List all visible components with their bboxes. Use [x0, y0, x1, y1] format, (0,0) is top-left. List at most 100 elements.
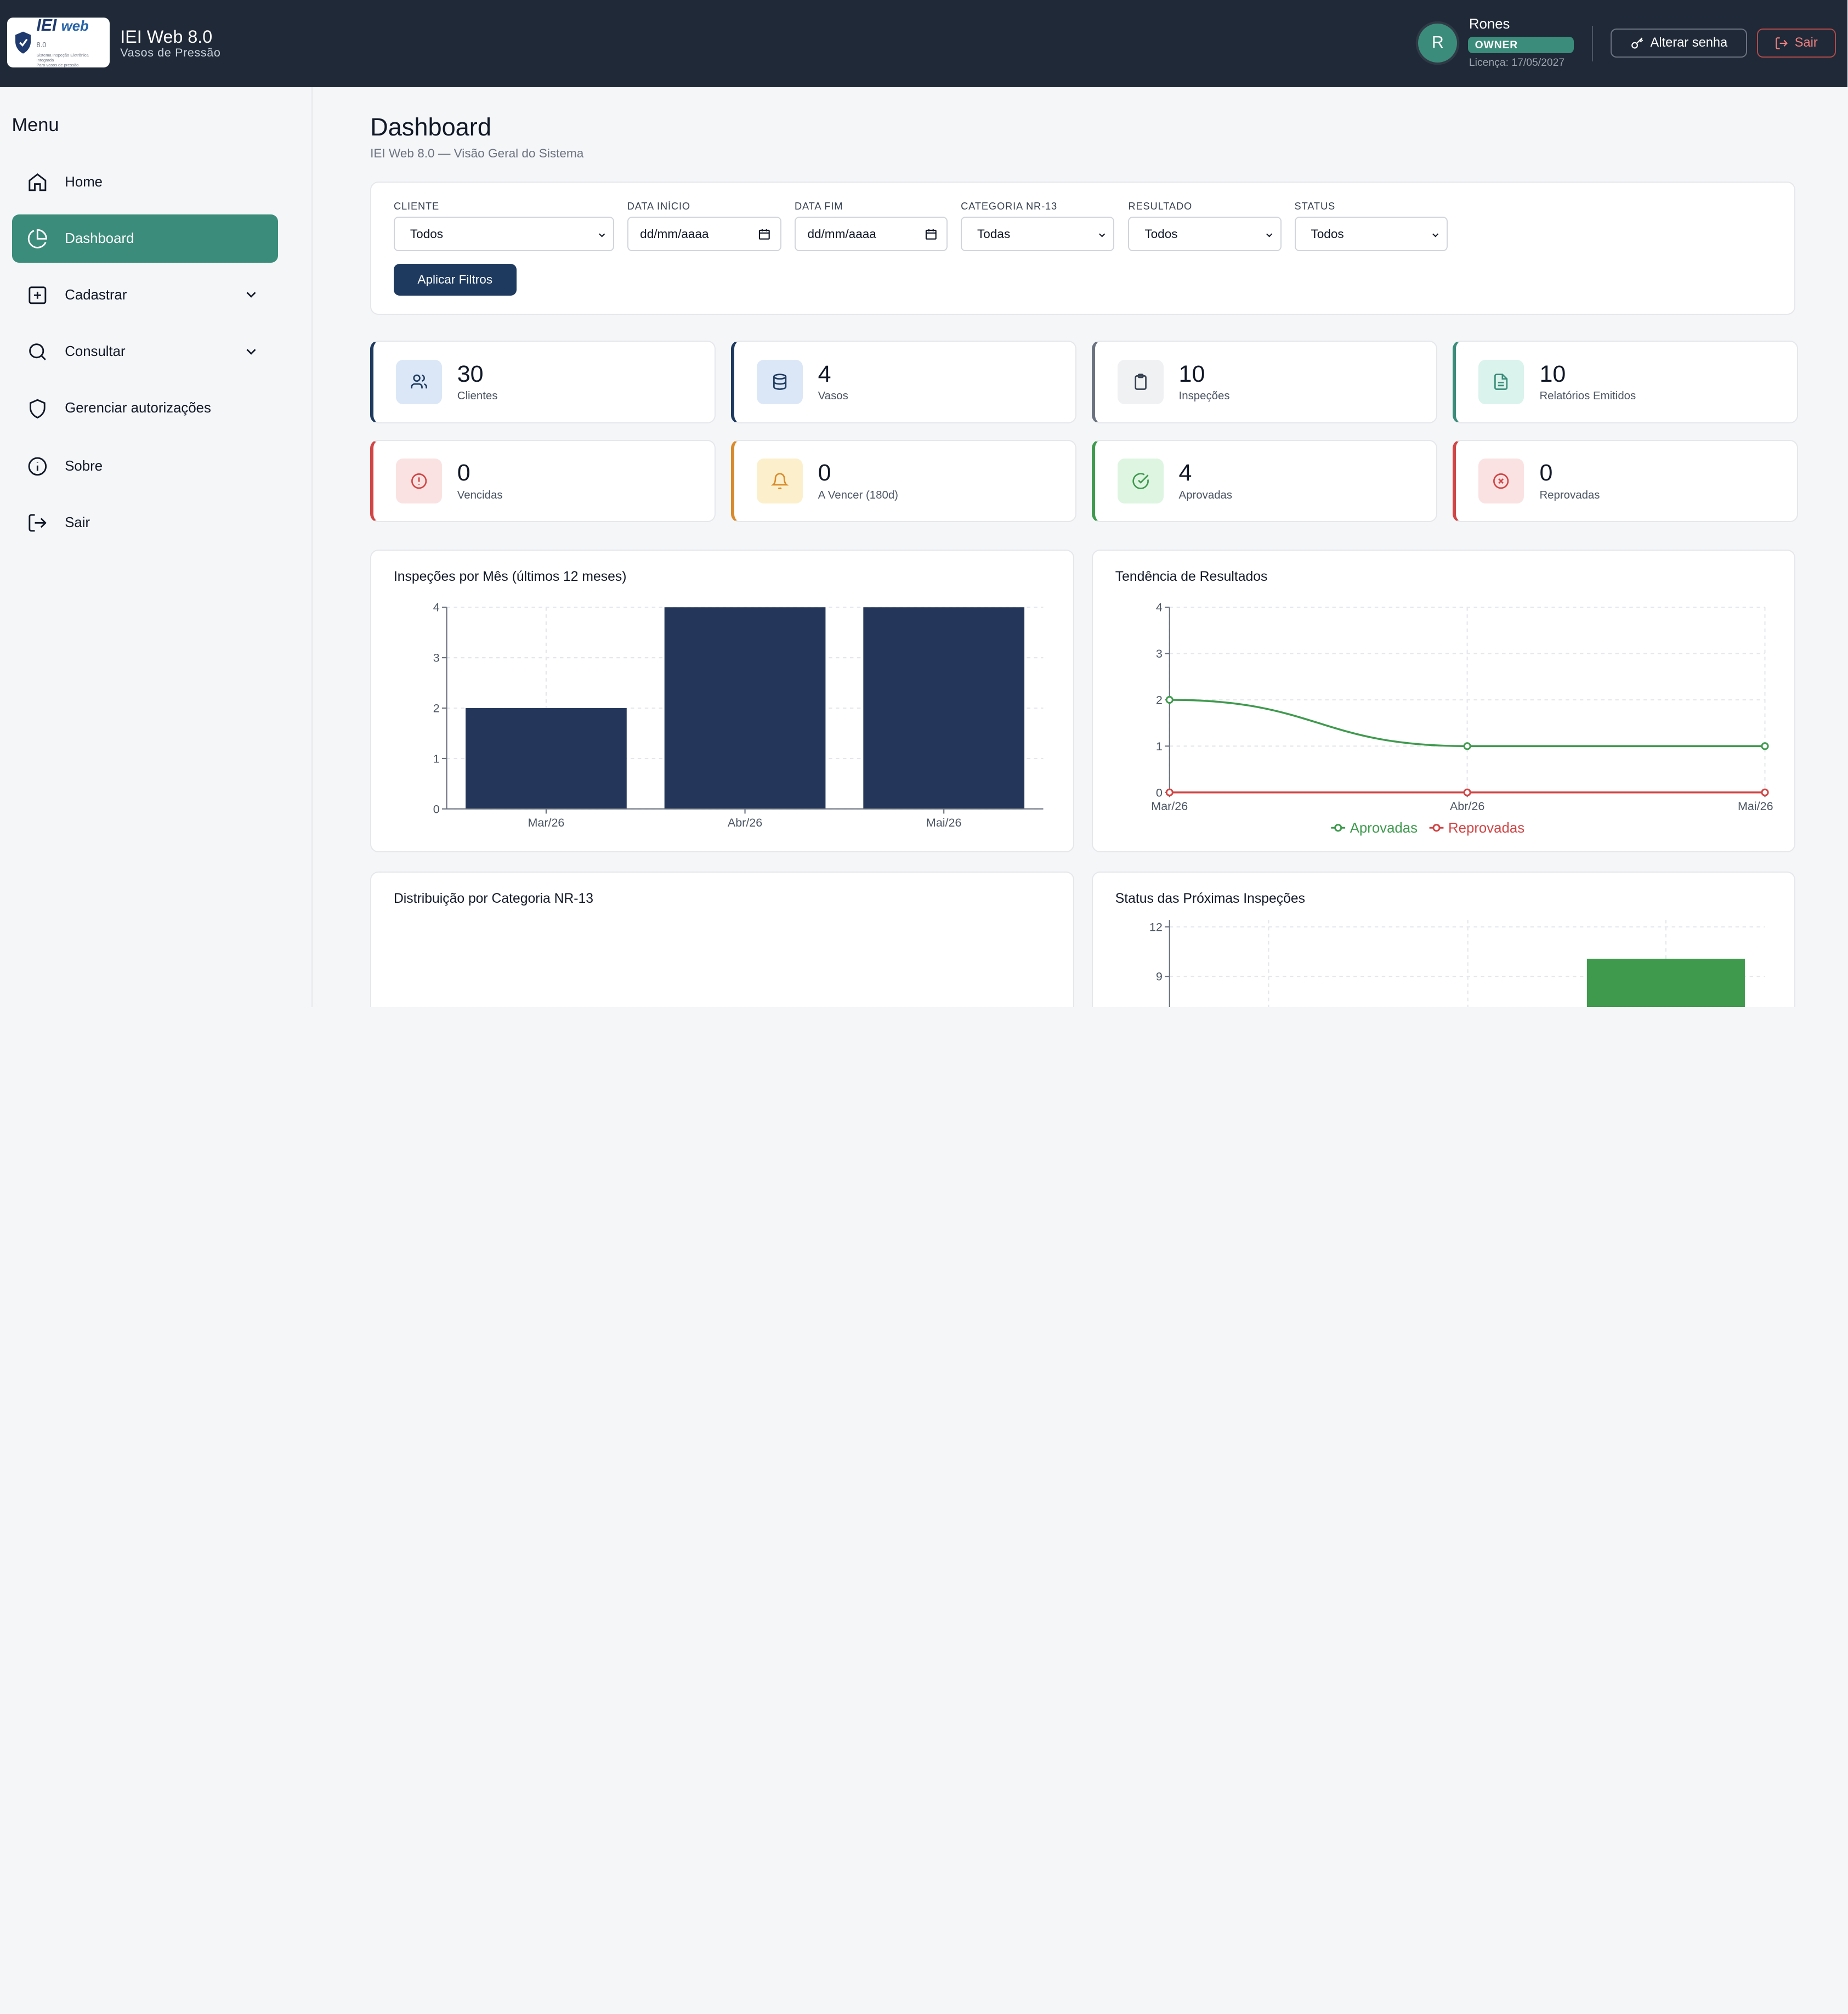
calendar-icon[interactable] — [758, 228, 771, 241]
apply-filters-button[interactable]: Aplicar Filtros — [393, 264, 517, 296]
y-tick-label: 2 — [433, 701, 440, 715]
header-logout-button[interactable]: Sair — [1756, 28, 1836, 58]
change-password-label: Alterar senha — [1650, 35, 1728, 50]
bell-icon — [770, 473, 789, 489]
y-tick-label: 9 — [1156, 970, 1163, 983]
search-icon — [27, 341, 48, 363]
role-badge: OWNER — [1467, 36, 1574, 53]
data-point — [1165, 788, 1174, 796]
stat-label: Reprovadas — [1539, 489, 1600, 502]
filter-categoria-select[interactable]: Todas — [961, 217, 1114, 251]
check-circle-icon — [1132, 473, 1149, 489]
document-icon — [1494, 374, 1508, 391]
header-logout-label: Sair — [1794, 35, 1818, 50]
x-circle-icon — [1493, 473, 1509, 489]
stat-icon-box — [395, 459, 442, 504]
sidebar-item-label: Sair — [65, 515, 90, 530]
sidebar-item-sair[interactable]: Sair — [12, 499, 279, 547]
sidebar-item-cadastrar[interactable]: Cadastrar — [12, 271, 279, 319]
key-icon — [1631, 37, 1643, 49]
legend-marker — [1432, 824, 1441, 832]
stat-value: 0 — [457, 460, 470, 486]
menu-title: Menu — [12, 114, 59, 135]
chart-title: Distribuição por Categoria NR-13 — [393, 891, 594, 907]
filter-data-inicio-input[interactable]: dd/mm/aaaa — [627, 217, 782, 251]
chevron-down-icon[interactable] — [243, 343, 259, 360]
app-logo[interactable]: IEI web 8.0 Sistema Inspeção Eletrônica … — [7, 17, 110, 67]
filter-data-fim-input[interactable]: dd/mm/aaaa — [794, 217, 948, 251]
stat-value: 10 — [1178, 360, 1205, 387]
filter-categoria-label: CATEGORIA NR-13 — [961, 200, 1058, 212]
x-tick-label: Mai/26 — [926, 816, 962, 829]
app-subtitle: Vasos de Pressão — [120, 46, 221, 59]
x-tick-label: Abr/26 — [1450, 800, 1484, 813]
chart-title: Tendência de Resultados — [1115, 569, 1268, 585]
chevron-down-icon — [1098, 233, 1105, 237]
avatar[interactable]: R — [1418, 24, 1458, 63]
sidebar-item-home[interactable]: Home — [12, 158, 279, 206]
stat-card-clientes[interactable]: 30 Clientes — [370, 341, 716, 423]
header-divider — [1591, 26, 1593, 61]
sidebar-item-label: Home — [65, 174, 103, 190]
filter-resultado-select[interactable]: Todos — [1128, 217, 1282, 251]
stat-card-vencidas[interactable]: 0 Vencidas — [370, 439, 716, 523]
sidebar-item-sobre[interactable]: Sobre — [12, 442, 279, 490]
chevron-down-icon — [1266, 233, 1273, 237]
page-title: Dashboard — [370, 113, 491, 142]
top-bar: IEI web 8.0 Sistema Inspeção Eletrônica … — [0, 0, 1848, 88]
stat-icon-box — [1117, 359, 1164, 405]
logout-icon — [27, 512, 48, 534]
stat-card-vasos[interactable]: 4 Vasos — [731, 341, 1076, 423]
y-tick-label: 0 — [1156, 786, 1163, 799]
sidebar-item-label: Sobre — [65, 458, 103, 474]
bar — [466, 708, 627, 809]
chevron-down-icon[interactable] — [243, 286, 259, 303]
bar — [664, 607, 826, 809]
stat-value: 30 — [457, 360, 484, 387]
y-tick-label: 2 — [1156, 693, 1163, 706]
calendar-icon[interactable] — [925, 228, 938, 241]
chevron-down-icon — [1432, 233, 1439, 237]
sidebar-item-dashboard[interactable]: Dashboard — [12, 214, 279, 263]
page-subtitle: IEI Web 8.0 — Visão Geral do Sistema — [370, 146, 584, 160]
stat-card-reprovadas[interactable]: 0 Reprovadas — [1452, 439, 1798, 523]
stat-card-a-vencer[interactable]: 0 A Vencer (180d) — [731, 439, 1076, 523]
filter-cliente-select[interactable]: Todos — [393, 217, 614, 251]
bar-chart-status: 12 9 — [1149, 919, 1765, 1008]
sidebar-item-consultar[interactable]: Consultar — [12, 328, 279, 376]
sidebar-item-autorizacoes[interactable]: Gerenciar autorizações — [12, 384, 279, 433]
y-tick-label: 4 — [433, 601, 440, 614]
y-tick-label: 1 — [433, 752, 440, 765]
filter-status-label: STATUS — [1294, 200, 1336, 212]
stat-icon-box — [395, 359, 442, 405]
plus-square-icon — [27, 285, 48, 306]
alert-circle-icon — [411, 473, 427, 489]
y-tick-label: 12 — [1149, 920, 1163, 934]
logout-icon — [1776, 37, 1788, 49]
x-tick-label: Abr/26 — [728, 816, 762, 829]
chart-card-tendencia: Tendência de Resultados 0 1 2 3 4 Mar/26 Abr/2… — [1091, 549, 1796, 853]
data-point — [1761, 742, 1769, 750]
y-tick-label: 3 — [433, 652, 440, 665]
y-tick-label: 0 — [433, 802, 440, 816]
stat-card-aprovadas[interactable]: 4 Aprovadas — [1091, 439, 1437, 523]
bar-chart-inspecoes: 0 1 2 3 4 Mar/26 Abr/26 Mai/26 — [433, 601, 1044, 829]
data-point — [1165, 695, 1174, 704]
filter-status-value: Todos — [1311, 227, 1344, 241]
sidebar-item-label: Consultar — [65, 344, 126, 360]
stat-label: Relatórios Emitidos — [1539, 390, 1636, 403]
home-icon — [27, 172, 48, 193]
x-tick-label: Mai/26 — [1738, 800, 1773, 813]
filter-status-select[interactable]: Todos — [1294, 217, 1448, 251]
bar — [1586, 958, 1745, 1008]
line-chart-tendencia: 0 1 2 3 4 Mar/26 Abr/26 Mai/26 Aprovadas Reprovad… — [1151, 601, 1773, 836]
data-point — [1463, 788, 1471, 796]
stat-card-relatorios[interactable]: 10 Relatórios Emitidos — [1452, 341, 1798, 423]
stat-value: 4 — [818, 360, 831, 387]
sidebar: Menu Home Dashboard Cadastrar Consultar … — [0, 87, 313, 1008]
clipboard-icon — [1134, 374, 1147, 391]
stat-card-inspecoes[interactable]: 10 Inspeções — [1091, 341, 1437, 423]
stat-label: Aprovadas — [1178, 489, 1233, 502]
change-password-button[interactable]: Alterar senha — [1610, 28, 1748, 58]
filter-data-inicio-value: dd/mm/aaaa — [640, 227, 709, 241]
